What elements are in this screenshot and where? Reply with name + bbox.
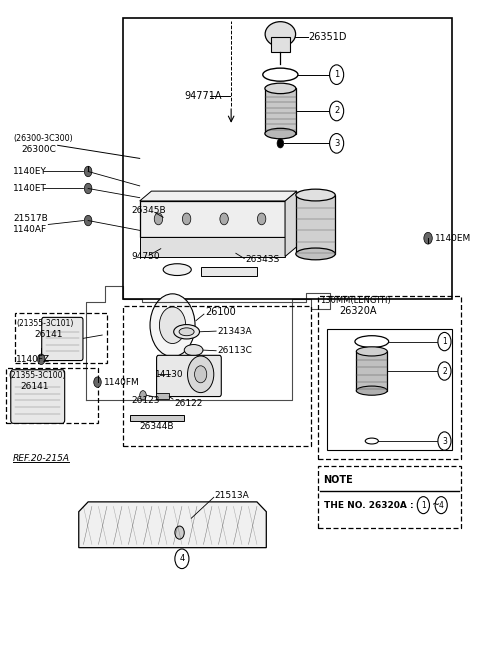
Circle shape <box>94 377 101 388</box>
Text: ~: ~ <box>432 500 440 510</box>
Ellipse shape <box>179 328 194 336</box>
FancyBboxPatch shape <box>11 370 65 423</box>
FancyBboxPatch shape <box>131 415 184 421</box>
Text: 26141: 26141 <box>34 330 63 339</box>
Circle shape <box>159 307 186 344</box>
Circle shape <box>154 213 163 225</box>
Text: 26343S: 26343S <box>245 256 279 264</box>
Circle shape <box>330 65 344 85</box>
Circle shape <box>182 213 191 225</box>
Text: 1140ET: 1140ET <box>13 184 47 193</box>
Text: 1140EY: 1140EY <box>13 167 47 176</box>
Text: 26320A: 26320A <box>339 306 376 317</box>
Ellipse shape <box>296 189 335 201</box>
Circle shape <box>277 139 284 148</box>
Ellipse shape <box>265 83 296 94</box>
Circle shape <box>257 213 266 225</box>
Text: 26351D: 26351D <box>309 32 347 42</box>
Text: (21355-3C100): (21355-3C100) <box>9 371 66 380</box>
Polygon shape <box>140 237 285 256</box>
Text: (26300-3C300): (26300-3C300) <box>13 134 73 143</box>
Text: REF.20-215A: REF.20-215A <box>13 453 70 463</box>
Circle shape <box>188 356 214 393</box>
Text: 26113C: 26113C <box>217 346 252 355</box>
Text: 1: 1 <box>421 501 426 510</box>
Text: (21355-3C101): (21355-3C101) <box>16 319 74 328</box>
Circle shape <box>150 294 195 357</box>
Text: 2: 2 <box>442 367 447 376</box>
Text: 26141: 26141 <box>20 382 48 390</box>
Circle shape <box>175 526 184 539</box>
Text: NOTE: NOTE <box>324 475 353 486</box>
Circle shape <box>84 215 92 226</box>
Circle shape <box>220 213 228 225</box>
Text: 21343A: 21343A <box>217 327 252 336</box>
FancyBboxPatch shape <box>271 37 290 52</box>
Circle shape <box>330 133 344 153</box>
Circle shape <box>194 366 207 383</box>
FancyBboxPatch shape <box>296 195 335 254</box>
Text: 21517B: 21517B <box>13 214 48 223</box>
Text: THE NO. 26320A :: THE NO. 26320A : <box>324 501 413 510</box>
Circle shape <box>435 497 447 514</box>
Ellipse shape <box>356 386 387 396</box>
Circle shape <box>438 332 451 351</box>
Ellipse shape <box>184 344 203 355</box>
Polygon shape <box>285 191 297 256</box>
Text: 94750: 94750 <box>132 252 160 261</box>
Text: 21513A: 21513A <box>215 491 250 500</box>
Circle shape <box>37 354 45 365</box>
Text: 3: 3 <box>442 436 447 445</box>
Text: 14130: 14130 <box>155 370 184 379</box>
Ellipse shape <box>296 248 335 260</box>
Ellipse shape <box>163 263 192 275</box>
Polygon shape <box>79 502 266 548</box>
Text: 1140EM: 1140EM <box>435 234 471 242</box>
Text: 26122: 26122 <box>174 399 202 407</box>
Text: 1140AF: 1140AF <box>13 225 47 234</box>
Ellipse shape <box>265 22 296 47</box>
Text: 1140FZ: 1140FZ <box>16 355 50 364</box>
Text: 1: 1 <box>442 337 447 346</box>
Circle shape <box>438 432 451 450</box>
Circle shape <box>84 166 92 177</box>
Ellipse shape <box>356 347 387 356</box>
Text: 130MM(LENGTH): 130MM(LENGTH) <box>320 296 391 305</box>
Ellipse shape <box>265 128 296 139</box>
Text: 26100: 26100 <box>205 307 236 317</box>
FancyBboxPatch shape <box>156 355 221 397</box>
Text: 26123: 26123 <box>132 396 160 405</box>
Circle shape <box>140 391 146 400</box>
Text: 2: 2 <box>334 106 339 116</box>
Circle shape <box>417 497 430 514</box>
Text: 3: 3 <box>334 139 339 148</box>
FancyBboxPatch shape <box>156 394 169 399</box>
Circle shape <box>175 549 189 568</box>
Circle shape <box>330 101 344 121</box>
Text: 1140FM: 1140FM <box>104 378 139 387</box>
Text: 94771A: 94771A <box>184 91 222 101</box>
Circle shape <box>84 183 92 194</box>
Text: 26300C: 26300C <box>21 145 56 154</box>
FancyBboxPatch shape <box>201 267 257 276</box>
FancyBboxPatch shape <box>42 317 83 361</box>
FancyBboxPatch shape <box>265 89 296 133</box>
Polygon shape <box>140 191 297 201</box>
FancyBboxPatch shape <box>140 201 285 237</box>
Text: 26344B: 26344B <box>140 422 174 431</box>
Text: 1: 1 <box>334 70 339 79</box>
Circle shape <box>424 233 432 244</box>
Circle shape <box>438 362 451 380</box>
Text: 4: 4 <box>179 555 184 563</box>
Text: 4: 4 <box>439 501 444 510</box>
FancyBboxPatch shape <box>356 351 387 391</box>
Text: 26345B: 26345B <box>132 206 167 215</box>
Ellipse shape <box>174 325 200 339</box>
